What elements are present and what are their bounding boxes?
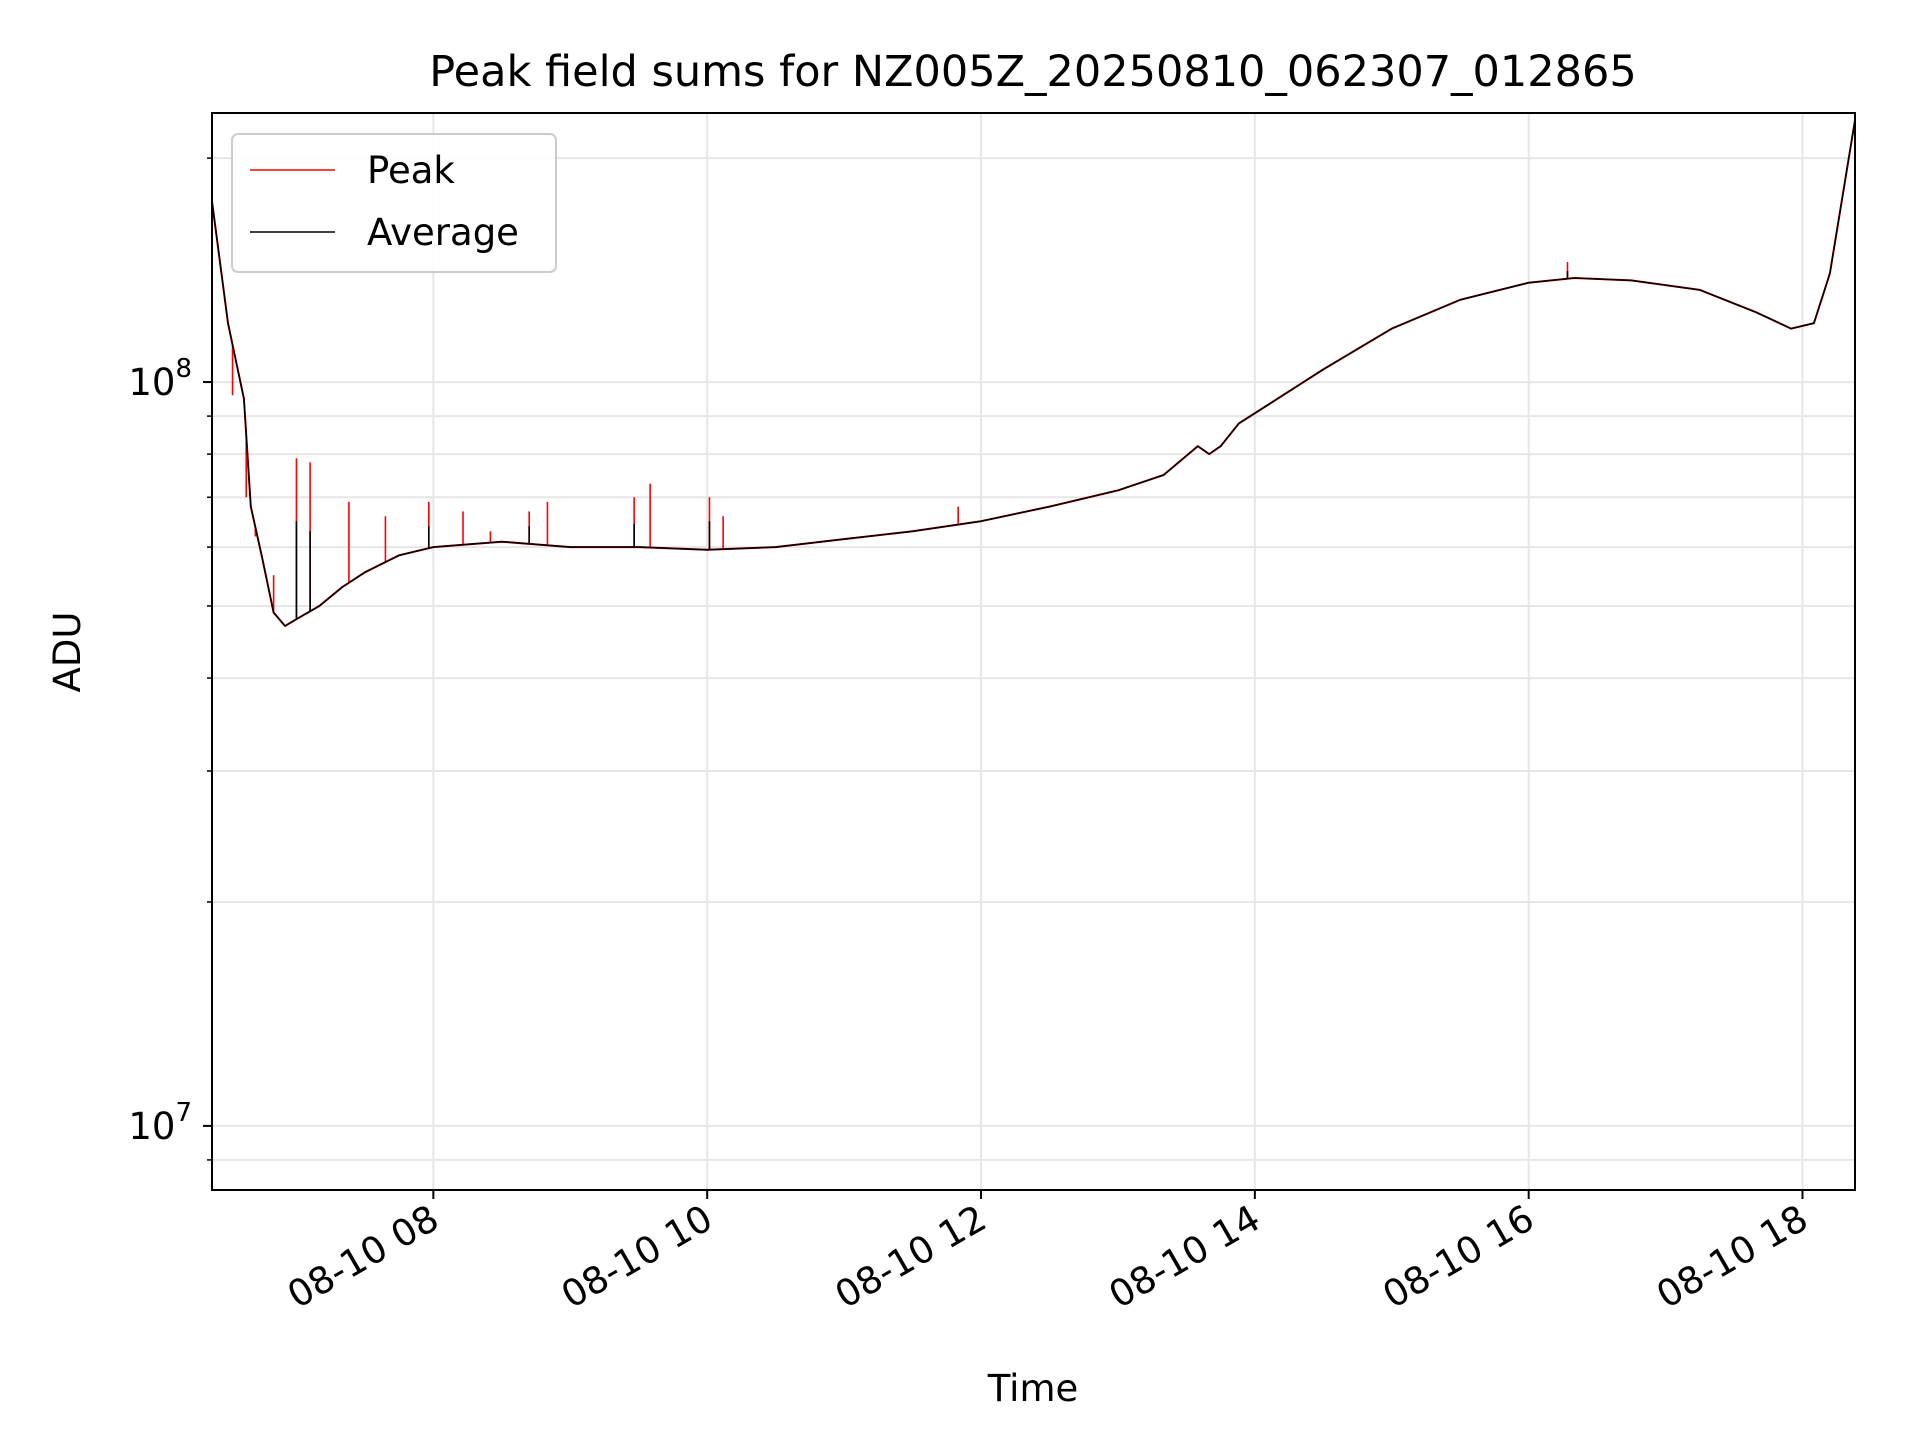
legend-box (231, 133, 557, 273)
y-tick-exponent: 7 (175, 1098, 192, 1128)
series-average (211, 119, 1856, 627)
grid (212, 113, 1855, 1190)
legend: Peak Average (231, 133, 557, 273)
plot-frame (211, 112, 1856, 1191)
y-tick-exponent: 8 (175, 354, 192, 384)
y-tick-label: 108 (128, 354, 192, 404)
plot-series (211, 119, 1856, 627)
y-axis-label: ADU (46, 612, 89, 693)
legend-label-peak: Peak (367, 149, 455, 192)
series-line-average (211, 119, 1856, 627)
x-axis-label: Time (987, 1367, 1079, 1410)
legend-label-average: Average (367, 211, 519, 254)
chart-title: Peak field sums for NZ005Z_20250810_0623… (429, 47, 1636, 97)
